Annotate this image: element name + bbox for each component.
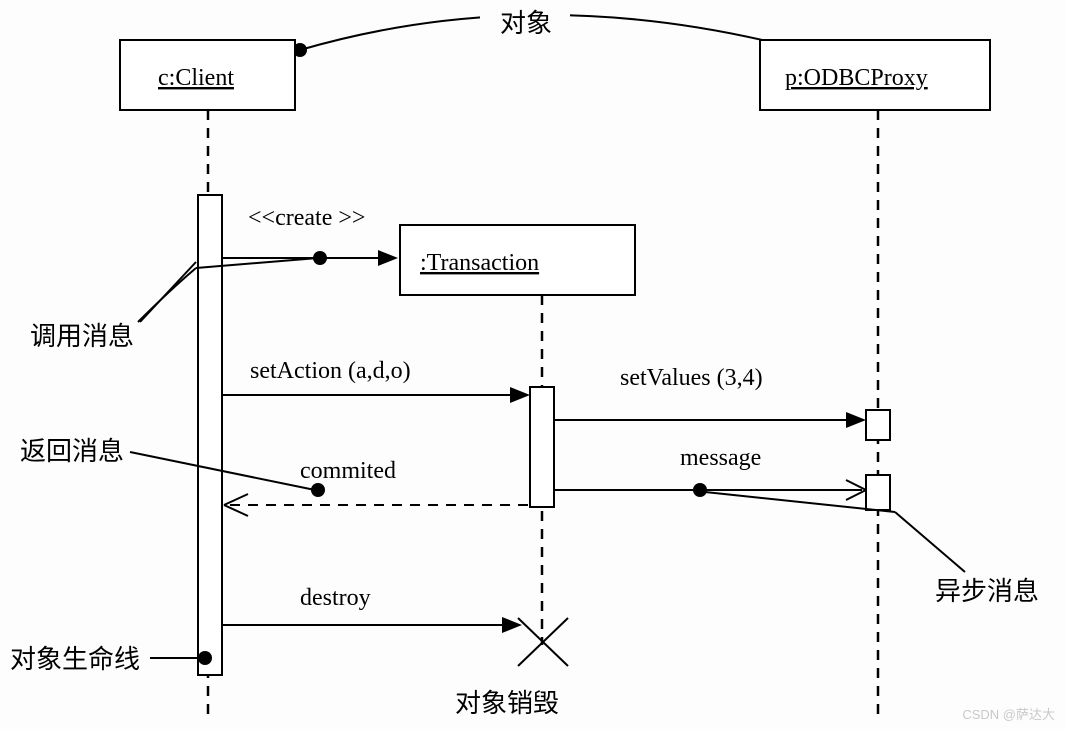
msg-message-arrow-2 (846, 490, 866, 500)
annotation-lifeline-dot (198, 651, 212, 665)
object-client-label: c:Client (158, 65, 234, 91)
annotation-lifeline-label: 对象生命线 (10, 645, 140, 674)
annotation-return-dot (311, 483, 325, 497)
msg-setvalues-label: setValues (3,4) (620, 365, 763, 391)
object-proxy-label: p:ODBCProxy (785, 65, 928, 91)
object-transaction-label: :Transaction (420, 250, 539, 276)
msg-commited-arrow-1 (224, 494, 248, 505)
annotation-async-connector-1 (895, 512, 965, 572)
msg-destroy-label: destroy (300, 585, 371, 611)
annotation-async-dot (693, 483, 707, 497)
annotation-object-label: 对象 (500, 9, 552, 38)
msg-message-arrow-1 (846, 480, 866, 490)
msg-message-label: message (680, 445, 761, 471)
sequence-diagram: 对象 c:Client :Transaction p:ODBCProxy <<c… (0, 0, 1065, 729)
msg-setaction-arrow (510, 387, 530, 403)
annotation-destroy-label: 对象销毁 (455, 689, 559, 718)
annotation-call-connector (140, 262, 196, 322)
annotation-return-label: 返回消息 (20, 437, 124, 466)
annotation-call-label: 调用消息 (30, 322, 134, 351)
msg-commited-arrow-2 (224, 505, 248, 516)
msg-create-arrow (378, 250, 398, 266)
activation-transaction (530, 387, 554, 507)
msg-create-label: <<create >> (248, 205, 365, 231)
watermark: CSDN @萨达大 (962, 704, 1055, 723)
msg-setvalues-arrow (846, 412, 866, 428)
activation-proxy-2 (866, 475, 890, 510)
msg-setaction-label: setAction (a,d,o) (250, 358, 411, 384)
annotation-async-label: 异步消息 (935, 577, 1039, 606)
activation-proxy-1 (866, 410, 890, 440)
msg-commited-label: commited (300, 458, 396, 484)
